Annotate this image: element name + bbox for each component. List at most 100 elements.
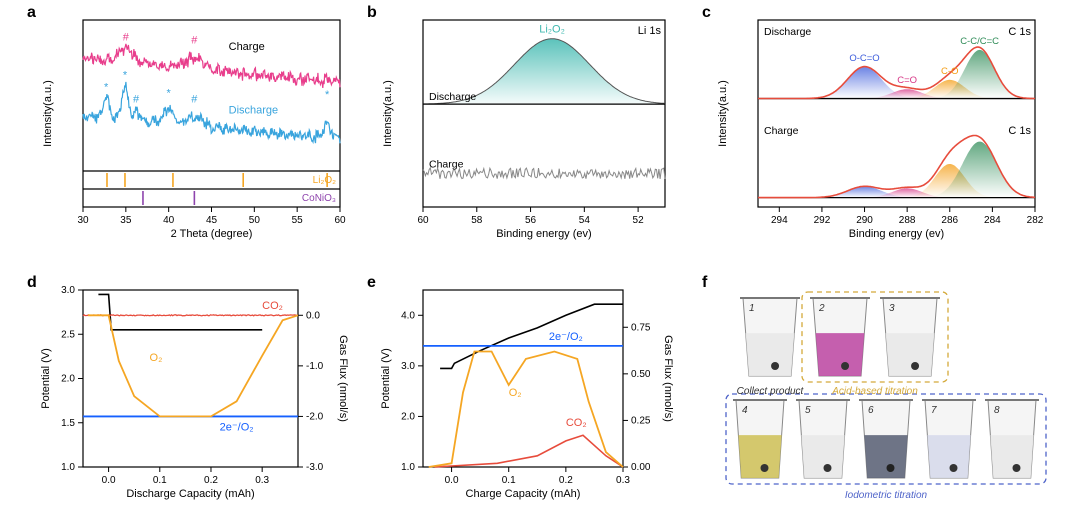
svg-text:58: 58 (471, 215, 483, 226)
panel-d: d0.00.10.20.31.01.52.02.53.0-3.0-2.0-1.0… (35, 280, 350, 505)
svg-text:Charge: Charge (429, 158, 464, 170)
svg-text:C-C/C=C: C-C/C=C (960, 36, 999, 47)
svg-text:0.2: 0.2 (204, 475, 218, 486)
xrd-trace (83, 82, 340, 143)
xrd-trace (83, 44, 340, 88)
svg-text:56: 56 (525, 215, 537, 226)
svg-text:4: 4 (742, 405, 748, 416)
svg-text:284: 284 (984, 215, 1001, 226)
svg-text:*: * (167, 88, 172, 100)
svg-text:2.0: 2.0 (61, 374, 75, 385)
svg-text:0.3: 0.3 (255, 475, 269, 486)
svg-text:2: 2 (818, 303, 825, 314)
svg-text:50: 50 (249, 215, 261, 226)
svg-text:3.0: 3.0 (401, 361, 415, 372)
svg-text:2.0: 2.0 (401, 411, 415, 422)
svg-text:C 1s: C 1s (1008, 125, 1031, 137)
trace-co2 (83, 315, 298, 316)
svg-text:8: 8 (994, 405, 1000, 416)
panel-a: a303540455055602 Theta (degree)Intensity… (35, 10, 350, 245)
svg-text:Binding energy (ev): Binding energy (ev) (496, 228, 591, 240)
svg-text:290: 290 (856, 215, 873, 226)
svg-text:45: 45 (206, 215, 218, 226)
svg-text:35: 35 (120, 215, 132, 226)
beaker-6: 6 (859, 400, 913, 478)
label-co2: CO₂ (566, 417, 587, 429)
svg-text:-1.0: -1.0 (306, 361, 324, 372)
beaker-1: 1 (740, 298, 800, 376)
svg-text:*: * (104, 81, 109, 93)
svg-text:2 Theta (degree): 2 Theta (degree) (171, 228, 253, 240)
label-acid: Acid-based titration (831, 386, 918, 397)
svg-text:Li 1s: Li 1s (638, 25, 662, 37)
svg-text:Discharge Capacity (mAh): Discharge Capacity (mAh) (126, 488, 254, 500)
svg-text:0.2: 0.2 (559, 475, 573, 486)
svg-text:1: 1 (749, 303, 755, 314)
svg-text:0.3: 0.3 (616, 475, 630, 486)
svg-text:Charge Capacity (mAh): Charge Capacity (mAh) (466, 488, 581, 500)
svg-text:0.75: 0.75 (631, 322, 651, 333)
trace-potential (440, 304, 623, 368)
svg-text:60: 60 (417, 215, 429, 226)
svg-text:O-C=O: O-C=O (849, 53, 879, 64)
svg-text:6: 6 (868, 405, 874, 416)
label-iodo: Iodometric titration (845, 490, 928, 501)
svg-text:288: 288 (899, 215, 916, 226)
beaker-4: 4 (733, 400, 787, 478)
panel-label-d: d (27, 274, 37, 292)
svg-text:0.1: 0.1 (502, 475, 516, 486)
label-2e-o2: 2e⁻/O₂ (220, 421, 254, 433)
svg-text:0.25: 0.25 (631, 415, 651, 426)
beaker-3: 3 (880, 298, 940, 376)
svg-text:Potential (V): Potential (V) (380, 348, 392, 409)
svg-text:286: 286 (941, 215, 958, 226)
svg-text:*: * (325, 89, 330, 101)
svg-text:0.50: 0.50 (631, 369, 651, 380)
svg-text:54: 54 (579, 215, 591, 226)
trace-potential (98, 294, 262, 329)
svg-text:3.0: 3.0 (61, 285, 75, 296)
panel-b: b6058565452Binding energy (ev)Intensity(… (375, 10, 675, 245)
svg-text:2.5: 2.5 (61, 329, 75, 340)
label-o2: O₂ (509, 387, 522, 399)
svg-text:-2.0: -2.0 (306, 411, 324, 422)
label-co2: CO₂ (262, 300, 283, 312)
svg-text:Li₂O₂: Li₂O₂ (539, 24, 565, 36)
beaker-7: 7 (922, 400, 976, 478)
beaker-2: 2 (810, 298, 870, 376)
panel-label-c: c (702, 4, 711, 22)
svg-text:60: 60 (334, 215, 346, 226)
panel-c: c294292290288286284282Binding energy (ev… (710, 10, 1045, 245)
label-discharge: Discharge (229, 105, 279, 117)
beaker-5: 5 (796, 400, 850, 478)
svg-text:7: 7 (931, 405, 937, 416)
svg-text:Binding energy (ev): Binding energy (ev) (849, 228, 944, 240)
svg-text:#: # (191, 35, 198, 47)
panel-label-e: e (367, 274, 376, 292)
svg-text:-3.0: -3.0 (306, 462, 324, 473)
panel-label-b: b (367, 4, 377, 22)
svg-text:Intensity(a.u.): Intensity(a.u.) (42, 80, 54, 147)
svg-text:C-O: C-O (941, 66, 958, 77)
svg-text:0.0: 0.0 (102, 475, 116, 486)
svg-text:40: 40 (163, 215, 175, 226)
svg-text:CoNiO₃: CoNiO₃ (302, 193, 336, 204)
svg-text:5: 5 (805, 405, 811, 416)
svg-text:C 1s: C 1s (1008, 26, 1031, 38)
svg-text:C=O: C=O (897, 75, 917, 86)
label-collect: Collect product (737, 386, 805, 397)
svg-text:0.00: 0.00 (631, 462, 651, 473)
svg-text:Li₂O₂: Li₂O₂ (313, 175, 336, 186)
svg-text:#: # (133, 94, 140, 106)
panel-e: e0.00.10.20.31.02.03.04.00.000.250.500.7… (375, 280, 675, 505)
svg-text:0.0: 0.0 (306, 310, 320, 321)
panel-label-a: a (27, 4, 36, 22)
label-charge: Charge (229, 41, 265, 53)
svg-text:292: 292 (814, 215, 831, 226)
svg-text:Gas Flux (nmol/s): Gas Flux (nmol/s) (337, 335, 349, 422)
svg-text:#: # (191, 94, 198, 106)
trace-co2 (434, 435, 623, 467)
panel-label-f: f (702, 274, 707, 292)
svg-text:*: * (123, 69, 128, 81)
svg-text:282: 282 (1027, 215, 1044, 226)
